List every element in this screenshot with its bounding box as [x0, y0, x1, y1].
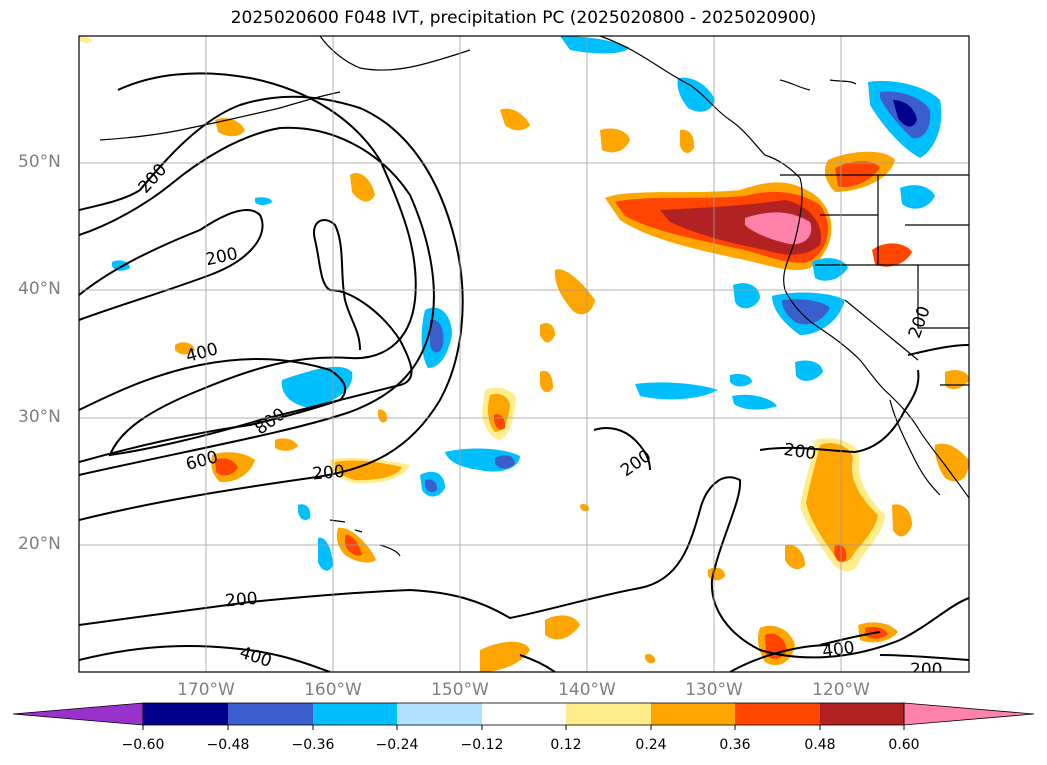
colorbar	[12, 702, 1035, 730]
coastlines	[99, 36, 969, 557]
colorbar-tick-label: −0.12	[460, 737, 504, 753]
colorbar-swatch	[482, 703, 566, 725]
gridlines	[79, 36, 969, 672]
lon-label: 160°W	[304, 680, 362, 700]
lat-label: 30°N	[18, 407, 61, 427]
contour-label: 200	[311, 462, 345, 485]
ivt-contours	[79, 72, 969, 672]
colorbar-extend-low	[12, 702, 144, 726]
colorbar-swatch	[566, 703, 651, 725]
lat-label: 20°N	[18, 534, 61, 554]
colorbar-swatch	[397, 703, 482, 725]
contour-label: 200	[910, 660, 942, 680]
colorbar-swatch	[313, 703, 397, 725]
map-title: 2025020600 F048 IVT, precipitation PC (2…	[230, 8, 817, 28]
colorbar-swatch	[143, 703, 228, 725]
colorbar-swatch	[735, 703, 820, 725]
colorbar-tick-label: −0.60	[121, 737, 165, 753]
colorbar-tick-label: 0.12	[550, 737, 582, 753]
colorbar-swatch	[651, 703, 735, 725]
colorbar-tick-label: −0.36	[291, 737, 335, 753]
contour-label: 200	[782, 440, 817, 464]
colorbar-tick-label: 0.36	[719, 737, 751, 753]
colorbar-tick-label: 0.24	[635, 737, 667, 753]
lon-label: 130°W	[685, 680, 743, 700]
colorbar-tick-label: 0.60	[888, 737, 920, 753]
precip-pc-shading	[79, 36, 969, 672]
contour-label: 200	[224, 589, 258, 612]
map-panel	[79, 36, 969, 672]
colorbar-tick-label: 0.48	[804, 737, 836, 753]
lon-label: 170°W	[177, 680, 235, 700]
colorbar-swatch	[228, 703, 313, 725]
colorbar-swatch	[820, 703, 904, 725]
lat-label: 40°N	[18, 279, 61, 299]
lon-label: 150°W	[431, 680, 489, 700]
map-frame	[78, 35, 970, 673]
colorbar-extend-high	[903, 702, 1035, 726]
colorbar-tick-label: −0.48	[206, 737, 250, 753]
contour-label: 400	[821, 638, 856, 662]
lat-label: 50°N	[18, 152, 61, 172]
colorbar-tick-label: −0.24	[375, 737, 419, 753]
lon-label: 120°W	[812, 680, 870, 700]
lon-label: 140°W	[558, 680, 616, 700]
